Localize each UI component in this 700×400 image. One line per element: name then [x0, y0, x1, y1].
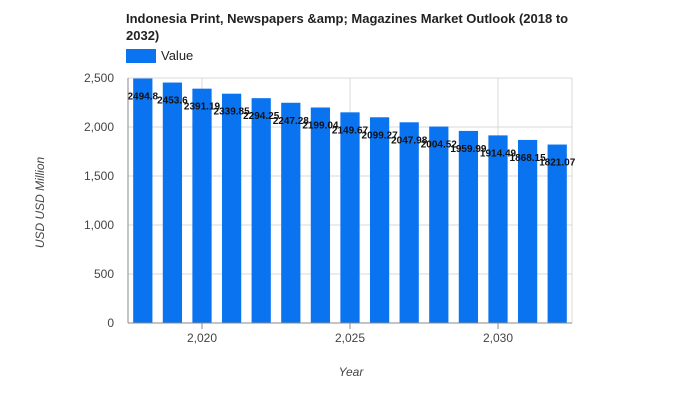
bar — [399, 122, 419, 323]
data-label: 2199.04 — [302, 120, 339, 131]
data-label: 2247.28 — [273, 116, 310, 127]
bar — [517, 139, 538, 323]
bar — [340, 112, 360, 323]
y-tick-label: 2,000 — [84, 120, 114, 134]
bar — [310, 107, 331, 323]
x-tick-label: 2,025 — [335, 331, 365, 345]
data-label: 1959.99 — [450, 144, 487, 155]
bar — [251, 98, 271, 323]
x-tick-label: 2,020 — [187, 331, 217, 345]
y-tick-label: 500 — [94, 267, 114, 281]
data-label: 1821.07 — [539, 158, 576, 169]
bar — [221, 93, 242, 323]
data-label: 2294.25 — [243, 111, 280, 122]
y-axis-title: USD USD Million — [33, 157, 47, 249]
legend-label-value: Value — [161, 48, 194, 63]
x-axis-title: Year — [339, 365, 365, 379]
bar — [488, 135, 508, 323]
data-label: 2149.67 — [332, 125, 369, 136]
bar — [192, 88, 212, 323]
chart-title: Indonesia Print, Newspapers &amp; Magazi… — [126, 11, 569, 43]
data-label: 2494.8 — [128, 92, 159, 103]
legend: Value — [126, 48, 193, 63]
data-label: 1868.15 — [510, 153, 547, 164]
bar — [133, 78, 153, 323]
legend-swatch-value — [126, 48, 156, 63]
bar — [547, 144, 567, 323]
bar — [458, 130, 479, 323]
y-tick-label: 0 — [107, 316, 114, 330]
data-label: 1914.49 — [480, 148, 517, 159]
data-label: 2453.6 — [157, 96, 188, 107]
data-label: 2339.85 — [214, 107, 251, 118]
y-tick-label: 1,000 — [84, 218, 114, 232]
bar — [369, 117, 390, 323]
bar — [429, 126, 449, 323]
bar — [162, 82, 183, 323]
data-label: 2047.98 — [391, 135, 428, 146]
bar — [281, 102, 301, 323]
y-tick-label: 1,500 — [84, 169, 114, 183]
x-tick-label: 2,030 — [483, 331, 513, 345]
data-label: 2004.52 — [421, 140, 458, 151]
data-label: 2099.27 — [362, 130, 399, 141]
y-tick-label: 2,500 — [84, 71, 114, 85]
data-label: 2391.19 — [184, 102, 221, 113]
